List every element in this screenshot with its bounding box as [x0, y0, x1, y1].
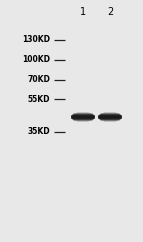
Text: 2: 2 [107, 7, 113, 17]
Text: 130KD: 130KD [22, 36, 50, 45]
Text: 55KD: 55KD [27, 94, 50, 104]
Text: 35KD: 35KD [27, 128, 50, 136]
Text: 70KD: 70KD [27, 76, 50, 84]
Text: 100KD: 100KD [22, 55, 50, 65]
Text: 1: 1 [80, 7, 86, 17]
